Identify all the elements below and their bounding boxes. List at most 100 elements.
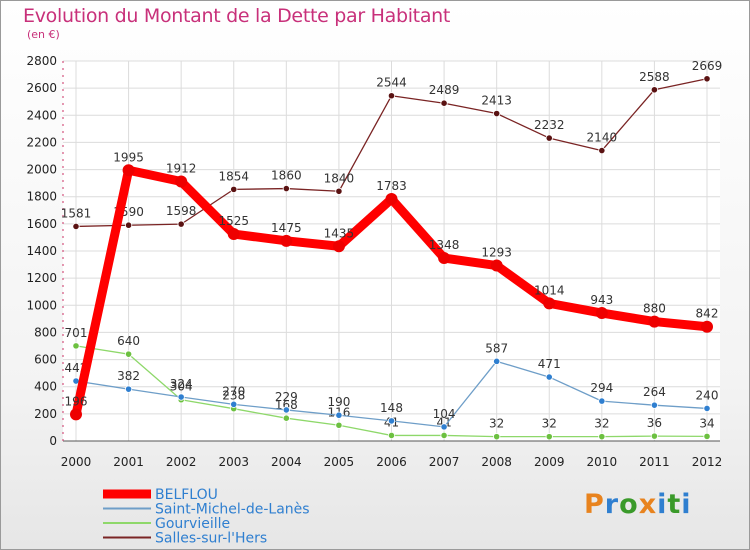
data-point	[545, 134, 553, 142]
x-tick-label: 2006	[376, 455, 407, 469]
y-tick-label: 0	[49, 434, 57, 448]
data-label: 943	[590, 293, 613, 307]
data-label: 382	[117, 369, 140, 383]
data-label: 32	[594, 417, 609, 431]
data-point	[440, 431, 448, 440]
data-point	[124, 385, 133, 393]
chart-subtitle: (en €)	[27, 28, 60, 41]
data-label: 1435	[324, 226, 355, 240]
data-label: 587	[485, 341, 508, 355]
data-label: 240	[696, 388, 719, 402]
data-point	[175, 175, 188, 188]
data-point	[335, 411, 343, 419]
y-tick-label: 2600	[26, 81, 57, 95]
y-tick-label: 2000	[26, 163, 57, 177]
x-tick-label: 2010	[587, 455, 618, 469]
data-label: 304	[170, 380, 193, 394]
x-tick-label: 2000	[61, 455, 92, 469]
data-label: 1293	[481, 246, 512, 260]
legend-label: Saint-Michel-de-Lanès	[155, 502, 310, 518]
data-point	[227, 228, 240, 241]
data-point	[230, 400, 238, 408]
data-point	[703, 404, 711, 413]
data-point	[650, 86, 659, 94]
data-label: 880	[643, 302, 666, 316]
x-tick-label: 2011	[639, 455, 670, 469]
y-tick-label: 1600	[26, 217, 57, 231]
data-label: 264	[643, 385, 666, 399]
data-label: 190	[327, 395, 350, 409]
y-tick-label: 800	[34, 325, 57, 339]
y-tick-label: 2200	[26, 135, 57, 149]
y-tick-label: 1400	[26, 244, 57, 258]
data-label: 32	[489, 417, 504, 431]
data-point	[335, 187, 343, 195]
data-label: 2544	[376, 76, 407, 90]
data-point	[595, 307, 608, 320]
data-label: 1854	[218, 169, 249, 183]
data-point	[122, 164, 135, 177]
data-label: 1581	[61, 206, 92, 220]
data-label: 294	[590, 381, 613, 395]
data-label: 471	[538, 357, 561, 371]
x-tick-label: 2003	[218, 455, 249, 469]
data-label: 1783	[376, 179, 407, 193]
data-point	[543, 297, 556, 310]
data-label: 1014	[534, 283, 565, 297]
data-label: 229	[275, 390, 298, 404]
y-tick-label: 2400	[26, 108, 57, 122]
y-tick-label: 1000	[26, 298, 57, 312]
data-point	[648, 315, 661, 328]
data-label: 148	[380, 401, 403, 415]
data-point	[493, 357, 501, 365]
data-label: 2140	[587, 131, 618, 145]
data-point	[72, 222, 80, 231]
data-point	[177, 393, 185, 401]
data-point	[598, 397, 606, 405]
x-tick-label: 2007	[429, 455, 460, 469]
data-label: 2232	[534, 118, 565, 132]
data-label: 1525	[218, 214, 249, 228]
data-point	[493, 109, 501, 118]
data-label: 2413	[481, 94, 512, 108]
data-point	[703, 432, 711, 440]
data-label: 36	[647, 416, 662, 430]
data-point	[385, 193, 398, 206]
data-point	[124, 221, 133, 229]
data-label: 238	[222, 389, 245, 403]
data-label: 2669	[692, 59, 723, 73]
data-point	[438, 252, 451, 265]
x-tick-label: 2004	[271, 455, 302, 469]
y-tick-label: 400	[34, 380, 57, 394]
data-label: 640	[117, 334, 140, 348]
data-label: 270	[222, 384, 245, 398]
data-point	[70, 408, 82, 421]
data-point	[124, 350, 133, 358]
data-point	[335, 421, 343, 429]
x-tick-label: 2009	[534, 455, 565, 469]
y-tick-label: 1200	[26, 271, 57, 285]
data-point	[332, 240, 345, 253]
data-point	[545, 433, 553, 441]
x-tick-label: 2001	[113, 455, 144, 469]
data-label: 1912	[166, 162, 197, 176]
x-tick-label: 2012	[692, 455, 723, 469]
data-point	[282, 414, 290, 422]
data-point	[598, 146, 606, 155]
data-label: 2588	[639, 70, 670, 84]
data-point	[387, 417, 396, 425]
y-tick-label: 2800	[26, 54, 57, 68]
legend-label: BELFLOU	[155, 487, 218, 503]
data-point	[177, 220, 185, 228]
data-label: 701	[65, 326, 88, 340]
data-label: 324	[170, 377, 193, 391]
data-point	[440, 99, 448, 107]
data-label: 1860	[271, 169, 302, 183]
data-point	[703, 75, 711, 83]
data-label: 1995	[113, 150, 144, 164]
x-tick-label: 2002	[166, 455, 197, 469]
data-point	[387, 431, 396, 440]
legend-label: Salles-sur-l'Hers	[155, 531, 267, 547]
